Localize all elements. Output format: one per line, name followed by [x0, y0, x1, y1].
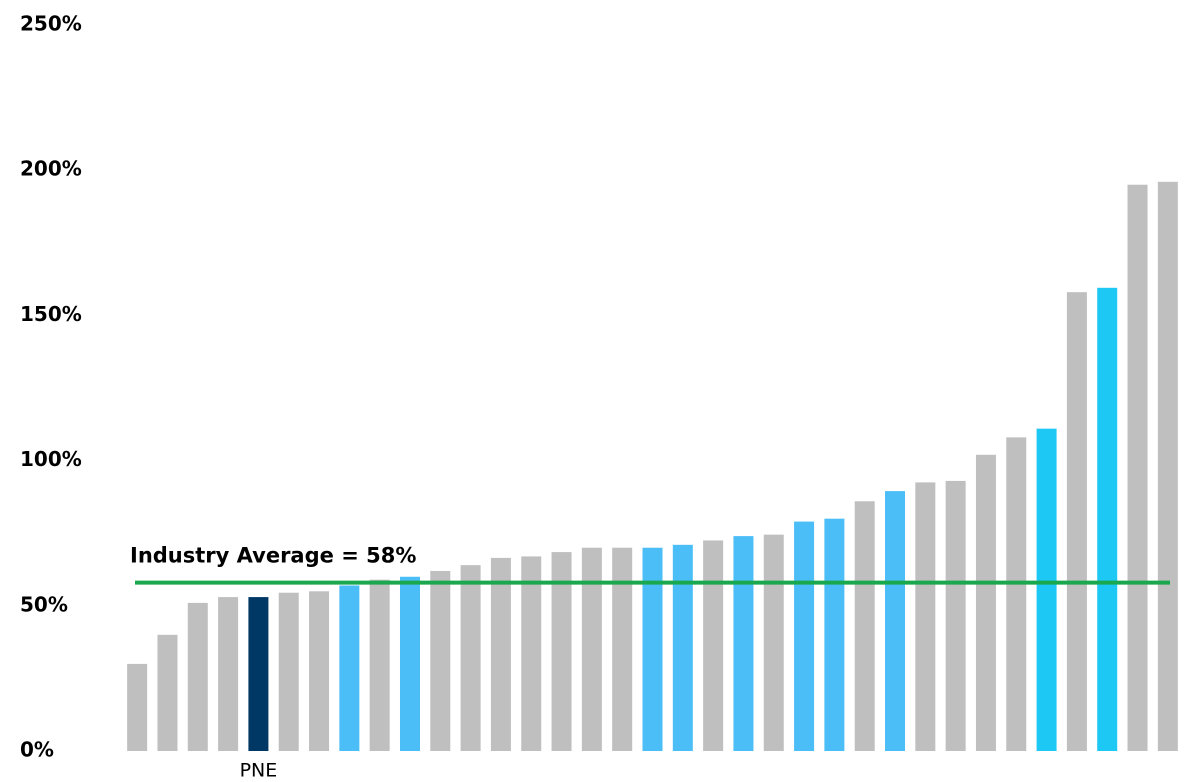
bar — [248, 597, 269, 751]
bar — [1006, 437, 1027, 751]
bar — [1036, 428, 1057, 751]
y-tick-label: 150% — [20, 302, 82, 326]
bar — [521, 556, 542, 751]
bar — [642, 547, 663, 751]
bar — [763, 534, 784, 751]
bar — [278, 592, 299, 751]
bar — [339, 585, 360, 751]
x-tick-label: PNE — [240, 760, 278, 782]
bar — [218, 597, 239, 751]
bar — [915, 482, 936, 751]
bar — [551, 552, 572, 751]
bar — [975, 454, 996, 751]
y-tick-label: 100% — [20, 447, 82, 471]
y-tick-label: 0% — [20, 738, 54, 762]
bar — [1127, 184, 1148, 752]
bar — [430, 570, 451, 751]
bar — [460, 565, 481, 751]
bar — [733, 536, 754, 751]
bar — [703, 540, 724, 751]
bar — [824, 518, 845, 751]
y-tick-label: 200% — [20, 157, 82, 181]
y-tick-label: 50% — [20, 592, 68, 616]
bar — [1097, 287, 1118, 751]
bar — [1157, 181, 1178, 752]
bar — [309, 591, 330, 751]
bar — [885, 491, 906, 751]
bar — [945, 480, 966, 751]
bar — [854, 501, 875, 751]
bar — [1066, 292, 1087, 751]
bar — [794, 521, 815, 751]
y-tick-label: 250% — [20, 12, 82, 36]
bar — [612, 547, 633, 751]
reference-label: Industry Average = 58% — [130, 544, 416, 568]
bar — [581, 547, 602, 751]
bar — [157, 634, 178, 751]
bar — [490, 557, 511, 751]
bar — [672, 544, 693, 751]
bar — [187, 602, 208, 751]
bar — [399, 576, 420, 751]
bar — [369, 579, 390, 751]
bar — [127, 663, 148, 751]
